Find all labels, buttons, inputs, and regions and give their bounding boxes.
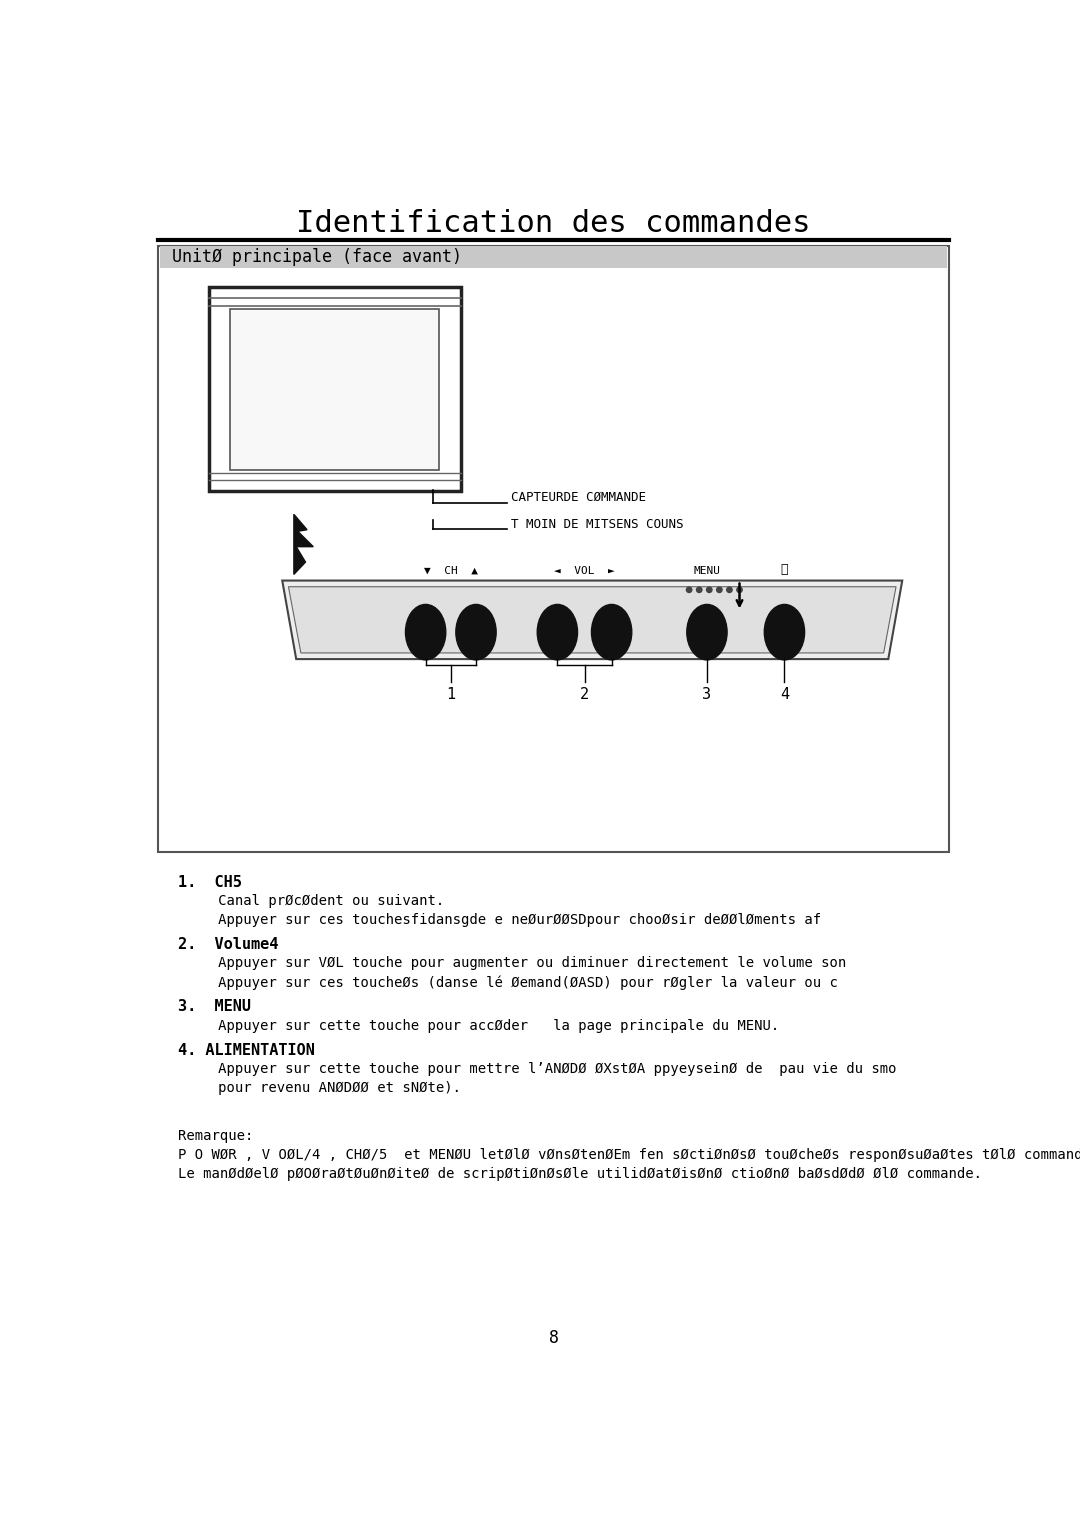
Text: Remarque:: Remarque: xyxy=(177,1128,253,1142)
Text: Appuyer sur VØL touche pour augmenter ou diminuer directement le volume son: Appuyer sur VØL touche pour augmenter ou… xyxy=(193,956,847,970)
Circle shape xyxy=(687,586,692,592)
Ellipse shape xyxy=(405,605,446,660)
Text: Le manØdØelØ pØOØraØtØuØnØiteØ de scripØtiØnØsØle utilidØatØisØnØ ctioØnØ baØsdØ: Le manØdØelØ pØOØraØtØuØnØiteØ de scripØ… xyxy=(177,1167,982,1182)
Text: UnitØ principale (face avant): UnitØ principale (face avant) xyxy=(172,249,462,266)
Ellipse shape xyxy=(456,605,496,660)
Circle shape xyxy=(697,586,702,592)
Bar xyxy=(208,287,460,492)
Ellipse shape xyxy=(592,605,632,660)
Text: ◄  VOL  ►: ◄ VOL ► xyxy=(554,567,615,576)
Polygon shape xyxy=(294,515,313,574)
Text: 2.  Volume4: 2. Volume4 xyxy=(177,938,278,951)
Text: Appuyer sur cette touche pour mettre l’ANØDØ ØXstØA ppyeyseinØ de  pau vie du sm: Appuyer sur cette touche pour mettre l’A… xyxy=(193,1061,896,1077)
Text: 2: 2 xyxy=(580,687,589,702)
Text: 1: 1 xyxy=(446,687,456,702)
Circle shape xyxy=(706,586,712,592)
Text: 1.  CH5: 1. CH5 xyxy=(177,875,242,890)
Text: Appuyer sur ces toucheØs (danse lé Øemand(ØASD) pour rØgler la valeur ou c: Appuyer sur ces toucheØs (danse lé Øeman… xyxy=(193,976,838,989)
Polygon shape xyxy=(282,580,902,660)
Polygon shape xyxy=(288,586,896,654)
Text: Canal prØcØdent ou suivant.: Canal prØcØdent ou suivant. xyxy=(193,893,444,909)
Ellipse shape xyxy=(687,605,727,660)
Circle shape xyxy=(737,586,742,592)
Text: 3: 3 xyxy=(702,687,712,702)
Text: Appuyer sur cette touche pour accØder   la page principale du MENU.: Appuyer sur cette touche pour accØder la… xyxy=(193,1019,780,1032)
Text: ▼  CH  ▲: ▼ CH ▲ xyxy=(424,567,478,576)
Text: P O WØR , V OØL/4 , CHØ/5  et MENØU letØlØ vØnsØtenØEm fen sØctiØnØsØ touØcheØs : P O WØR , V OØL/4 , CHØ/5 et MENØU letØl… xyxy=(177,1148,1080,1162)
Text: Identification des commandes: Identification des commandes xyxy=(296,209,811,238)
Text: Appuyer sur ces touchesfidansgde e neØurØØSDpour chooØsir deØØlØments af: Appuyer sur ces touchesfidansgde e neØur… xyxy=(193,913,821,927)
Bar xyxy=(230,308,438,470)
Text: ⏻: ⏻ xyxy=(781,563,788,576)
Circle shape xyxy=(727,586,732,592)
Ellipse shape xyxy=(537,605,578,660)
Text: pour revenu ANØDØØ et sNØte).: pour revenu ANØDØØ et sNØte). xyxy=(193,1081,461,1095)
Text: CAPTEURDE CØMMANDE: CAPTEURDE CØMMANDE xyxy=(511,490,646,504)
Text: 3.  MENU: 3. MENU xyxy=(177,1000,251,1014)
Text: 4: 4 xyxy=(780,687,789,702)
Bar xyxy=(159,246,948,852)
Text: T MOIN DE MITSENS COUNS: T MOIN DE MITSENS COUNS xyxy=(511,518,684,531)
Text: MENU: MENU xyxy=(693,567,720,576)
Bar xyxy=(160,246,947,267)
Circle shape xyxy=(717,586,723,592)
Text: 4. ALIMENTATION: 4. ALIMENTATION xyxy=(177,1043,314,1058)
Text: 8: 8 xyxy=(549,1328,558,1347)
Ellipse shape xyxy=(765,605,805,660)
